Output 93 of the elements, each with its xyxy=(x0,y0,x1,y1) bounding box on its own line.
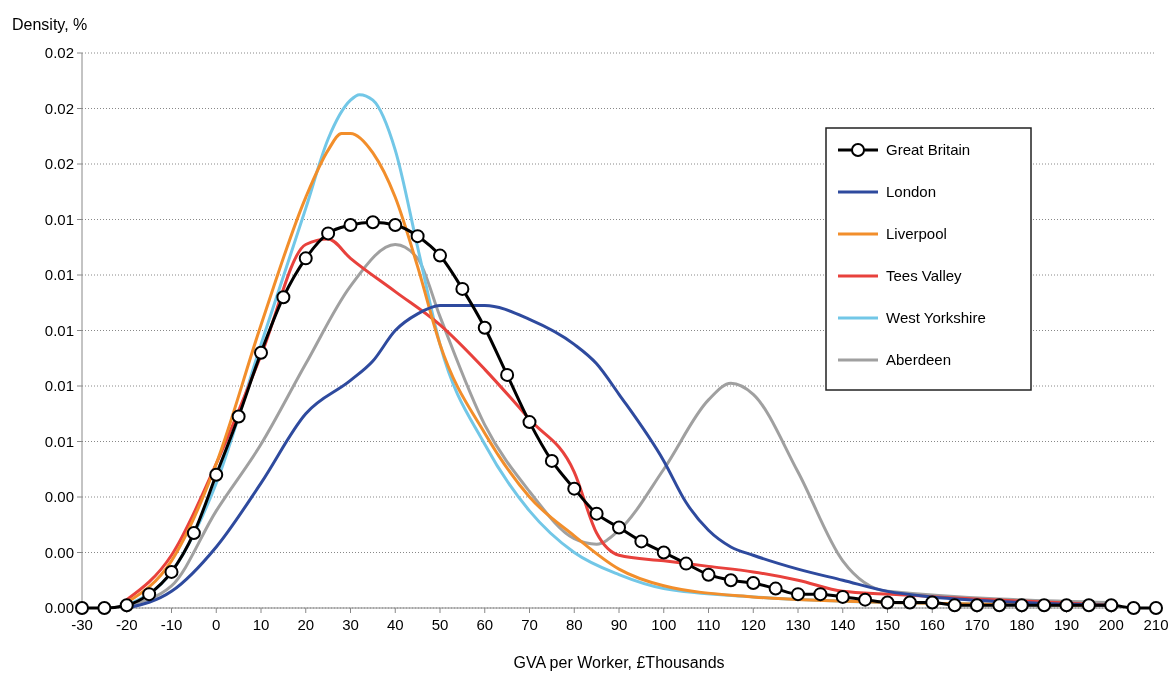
point xyxy=(433,248,447,263)
point xyxy=(186,526,201,541)
x-tick-label: 0 xyxy=(212,616,221,633)
point xyxy=(791,587,805,602)
point xyxy=(970,598,984,613)
point xyxy=(813,587,828,602)
x-tick-label: 10 xyxy=(252,616,270,633)
y-tick-label: 0.01 xyxy=(44,321,74,339)
legend-label: Liverpool xyxy=(886,225,947,243)
point xyxy=(164,564,179,579)
point xyxy=(1014,598,1029,613)
x-tick-label: 20 xyxy=(297,616,315,633)
x-tick-label: 100 xyxy=(651,616,677,633)
point xyxy=(656,545,671,560)
point xyxy=(276,290,291,305)
legend-label: Great Britain xyxy=(886,141,971,159)
x-tick-label: 180 xyxy=(1009,616,1035,633)
y-tick-label: 0.01 xyxy=(44,377,74,395)
x-tick-label: 80 xyxy=(565,616,583,633)
point xyxy=(1081,598,1096,613)
x-tick-label: 120 xyxy=(740,616,766,633)
x-tick-label: 60 xyxy=(476,616,494,633)
legend-label: Tees Valley xyxy=(886,267,963,285)
point xyxy=(142,587,157,602)
y-tick-label: 0.00 xyxy=(44,488,74,506)
point xyxy=(1059,598,1074,613)
x-tick-label: 40 xyxy=(386,616,404,633)
point xyxy=(768,581,783,596)
x-axis-title: GVA per Worker, £Thousands xyxy=(513,654,725,671)
legend-label: West Yorkshire xyxy=(886,309,986,327)
point xyxy=(925,595,940,610)
point xyxy=(477,320,492,335)
legend-label: Aberdeen xyxy=(886,351,952,369)
point xyxy=(254,345,268,360)
y-tick-label: 0.02 xyxy=(44,99,74,117)
x-tick-label: 200 xyxy=(1098,616,1124,633)
point xyxy=(544,453,559,468)
point xyxy=(947,598,962,613)
point xyxy=(679,556,694,571)
x-tick-label: 110 xyxy=(696,616,721,633)
x-tick-label: 140 xyxy=(830,616,856,633)
point xyxy=(723,573,738,588)
point xyxy=(992,598,1007,613)
point xyxy=(1104,598,1119,613)
x-tick-label: -30 xyxy=(71,616,93,633)
point xyxy=(858,592,873,607)
x-tick-label: 50 xyxy=(431,616,449,633)
point xyxy=(455,281,470,296)
y-tick-label: 0.01 xyxy=(44,210,74,228)
point xyxy=(97,601,112,615)
x-tick-label: 190 xyxy=(1053,616,1080,633)
x-tick-label: 170 xyxy=(964,616,990,633)
point xyxy=(634,534,649,549)
point xyxy=(388,218,403,233)
point xyxy=(880,595,895,610)
y-tick-label: 0.02 xyxy=(44,155,74,173)
point xyxy=(410,229,425,244)
x-tick-label: 90 xyxy=(610,616,628,633)
point xyxy=(567,481,582,496)
point xyxy=(231,409,246,424)
x-tick-label: -10 xyxy=(160,616,183,633)
point xyxy=(902,595,917,610)
point xyxy=(1126,601,1141,615)
y-tick-label: 0.01 xyxy=(44,432,74,450)
point xyxy=(746,576,761,591)
point xyxy=(589,506,604,521)
x-tick-label: 210 xyxy=(1143,616,1169,633)
point xyxy=(835,589,850,604)
x-tick-label: 70 xyxy=(521,616,538,633)
x-tick-label: 150 xyxy=(874,616,901,633)
y-tick-label: 0.01 xyxy=(44,266,74,284)
point xyxy=(1149,601,1163,615)
x-tick-label: 30 xyxy=(342,616,359,633)
point xyxy=(119,598,134,613)
point xyxy=(701,567,716,582)
y-tick-label: 0.02 xyxy=(44,44,74,62)
y-tick-label: 0.00 xyxy=(44,599,74,617)
point xyxy=(612,520,626,535)
point xyxy=(1037,598,1052,613)
point xyxy=(343,218,358,233)
point xyxy=(500,367,515,382)
x-tick-label: 130 xyxy=(785,616,811,633)
x-tick-label: 160 xyxy=(919,616,945,633)
y-axis-title: Density, % xyxy=(12,16,88,33)
y-tick-label: 0.00 xyxy=(44,543,74,561)
point xyxy=(75,601,89,615)
legend-label: London xyxy=(886,183,937,201)
point xyxy=(298,251,313,266)
x-tick-label: -20 xyxy=(115,616,138,633)
point xyxy=(209,467,224,482)
point xyxy=(522,415,537,430)
point xyxy=(365,215,380,230)
point xyxy=(321,226,336,241)
